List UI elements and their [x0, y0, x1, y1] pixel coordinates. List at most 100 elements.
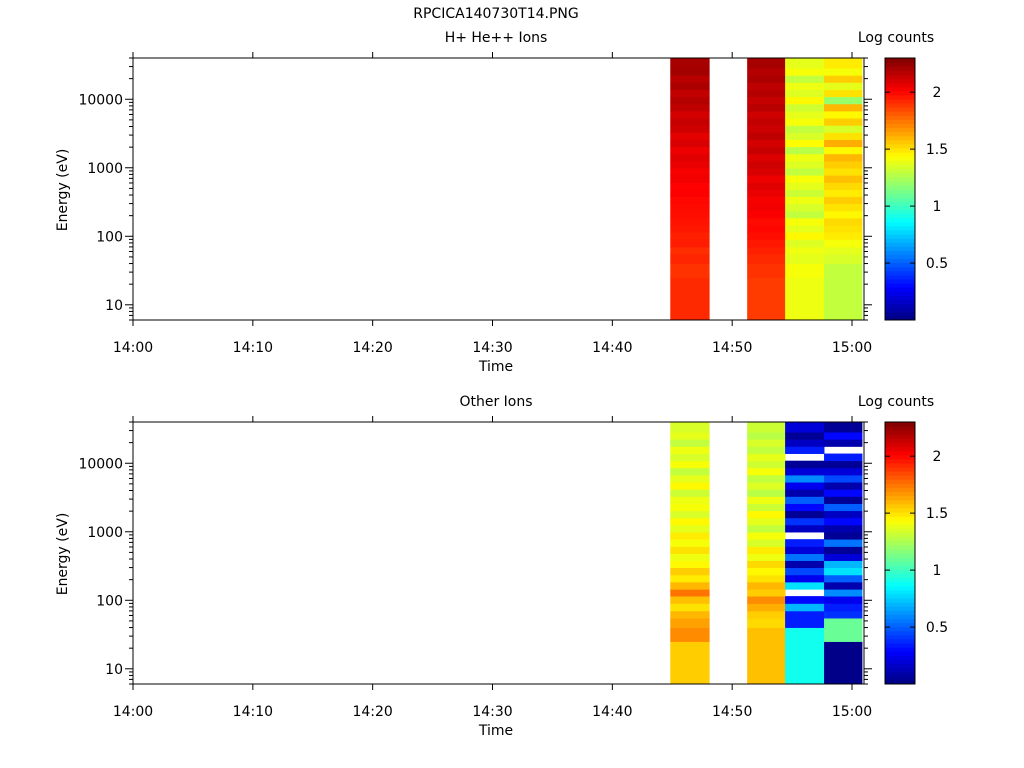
- heatmap-cell: [824, 96, 863, 105]
- heatmap-cell: [824, 168, 863, 176]
- heatmap-cell: [824, 618, 863, 628]
- heatmap-cell: [670, 482, 710, 490]
- heatmap-cell: [747, 589, 786, 597]
- heatmap-cell: [824, 75, 863, 83]
- heatmap-cell: [670, 574, 710, 583]
- heatmap-cell: [785, 153, 825, 162]
- heatmap-cell: [785, 118, 825, 126]
- colorbar-swatch: [885, 495, 915, 501]
- heatmap-cell: [747, 422, 786, 433]
- heatmap-cell: [785, 553, 825, 561]
- heatmap-cell: [785, 68, 825, 76]
- heatmap-cell: [785, 139, 825, 148]
- heatmap-cell: [785, 175, 825, 183]
- colorbar-swatch: [885, 553, 915, 558]
- heatmap-cell: [785, 567, 825, 576]
- heatmap-cell: [785, 524, 825, 533]
- colorbar-swatch: [885, 626, 915, 632]
- colorbar-swatch: [885, 512, 915, 517]
- heatmap-cell: [824, 489, 863, 497]
- colorbar-swatch: [885, 520, 915, 525]
- heatmap-cell: [824, 560, 863, 568]
- heatmap-cell: [785, 546, 825, 555]
- heatmap-cell: [824, 239, 863, 248]
- heatmap-cell: [785, 603, 825, 612]
- y-tick-label: 100: [96, 229, 123, 245]
- colorbar-swatch: [885, 577, 915, 583]
- heatmap-cell: [824, 439, 863, 447]
- colorbar-swatch: [885, 573, 915, 579]
- heatmap-cell: [670, 125, 710, 133]
- colorbar-swatch: [885, 123, 915, 129]
- heatmap-cell: [785, 58, 825, 69]
- x-tick-label: 15:00: [832, 340, 872, 356]
- heatmap-cell: [785, 189, 825, 197]
- heatmap-cell: [785, 496, 825, 504]
- heatmap-cell: [785, 75, 825, 83]
- axes: 14:00 14:10 14:20 14:30 14:40 14:50 15:00 10 100…: [78, 52, 872, 356]
- heatmap-cell: [785, 89, 825, 98]
- colorbar-swatch: [885, 217, 915, 223]
- heatmap-cell: [785, 503, 825, 512]
- heatmap-cell: [747, 132, 786, 140]
- heatmap-cell: [785, 581, 825, 590]
- heatmap-cell: [785, 168, 825, 176]
- heatmap-cell: [824, 175, 863, 183]
- colorbar-swatch: [885, 209, 915, 215]
- heatmap-cell: [785, 254, 825, 264]
- heatmap-cell: [785, 246, 825, 255]
- colorbar-swatch: [885, 193, 915, 198]
- heatmap-cell: [824, 524, 863, 533]
- colorbar-swatch: [885, 82, 915, 88]
- colorbar-swatch: [885, 475, 915, 480]
- colorbar-swatch: [885, 589, 915, 595]
- heatmap-cell: [785, 263, 825, 278]
- heatmap-cell: [824, 58, 863, 69]
- colorbar-swatch: [885, 254, 915, 260]
- heatmap-cell: [785, 125, 825, 133]
- colorbar-swatch: [885, 156, 915, 161]
- heatmap-cell: [670, 489, 710, 497]
- colorbar-swatch: [885, 679, 915, 685]
- heatmap-cell: [747, 68, 786, 76]
- heatmap-cell: [785, 160, 825, 169]
- heatmap-cell: [747, 125, 786, 133]
- heatmap-cell: [670, 589, 710, 597]
- colorbar-swatch: [885, 618, 915, 624]
- colorbar-swatch: [885, 176, 915, 182]
- colorbar-swatch: [885, 467, 915, 472]
- heatmap-cell: [670, 496, 710, 504]
- heatmap-cell: [785, 110, 825, 119]
- colorbar-swatch: [885, 184, 915, 190]
- heatmap-cell: [747, 596, 786, 604]
- x-tick-label: 14:30: [472, 704, 512, 720]
- colorbar-swatch: [885, 303, 915, 309]
- colorbar-tick-label: 1: [933, 563, 942, 579]
- heatmap-cell: [785, 539, 825, 547]
- colorbar-swatch: [885, 143, 915, 149]
- colorbar-tick-label: 0.5: [926, 256, 948, 272]
- colorbar-swatch: [885, 507, 915, 513]
- heatmap-cell: [747, 618, 786, 628]
- colorbar-swatch: [885, 270, 915, 276]
- colorbar-swatch: [885, 655, 915, 660]
- heatmap-cell: [785, 560, 825, 568]
- heatmap-cell: [824, 517, 863, 526]
- colorbar-swatch: [885, 107, 915, 112]
- colorbar-swatch: [885, 90, 915, 96]
- heatmap-cell: [824, 432, 863, 440]
- colorbar-tick-label: 1: [933, 199, 942, 215]
- heatmap-cell: [747, 277, 786, 321]
- colorbar-swatch: [885, 295, 915, 301]
- x-tick-label: 14:20: [352, 704, 392, 720]
- heatmap-cell: [747, 496, 786, 504]
- heatmap-cell: [824, 574, 863, 583]
- heatmap-cell: [785, 196, 825, 204]
- heatmap-cell: [824, 160, 863, 169]
- heatmap-cell: [670, 132, 710, 140]
- heatmap-cell: [747, 482, 786, 490]
- colorbar-swatch: [885, 225, 915, 231]
- heatmap-cell: [670, 254, 710, 264]
- heatmap-cell: [670, 110, 710, 119]
- heatmap-cell: [747, 453, 786, 462]
